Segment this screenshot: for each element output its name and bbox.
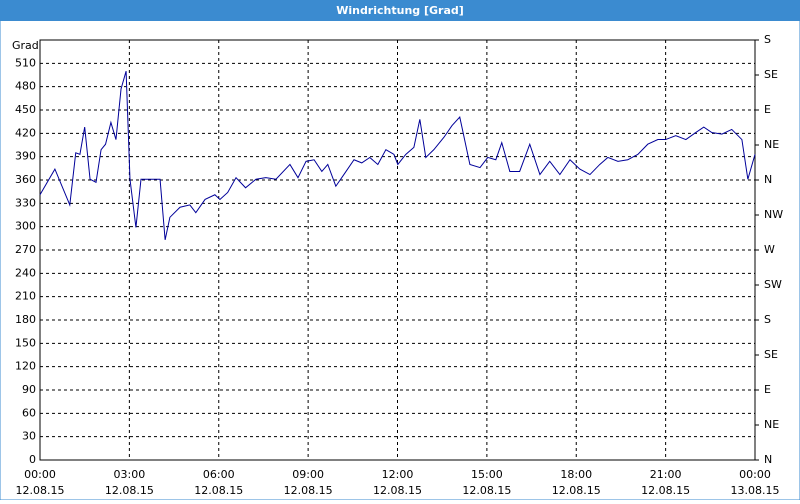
x-tick-label: 15:00 bbox=[471, 468, 503, 481]
y2-tick-label: N bbox=[764, 173, 772, 186]
y2-tick-label: S bbox=[764, 33, 771, 46]
title-bar bbox=[0, 0, 800, 21]
y-tick-label: 300 bbox=[15, 220, 36, 233]
x-tick-date: 12.08.15 bbox=[194, 484, 243, 497]
y-tick-label: 30 bbox=[22, 430, 36, 443]
y-tick-label: 360 bbox=[15, 173, 36, 186]
y-tick-label: 270 bbox=[15, 243, 36, 256]
y2-tick-label: NW bbox=[764, 208, 783, 221]
x-tick-label: 09:00 bbox=[292, 468, 324, 481]
y2-tick-label: NE bbox=[764, 418, 779, 431]
x-tick-label: 00:00 bbox=[739, 468, 771, 481]
y-tick-label: 120 bbox=[15, 360, 36, 373]
data-line bbox=[39, 70, 756, 240]
x-tick-label: 21:00 bbox=[650, 468, 682, 481]
x-tick-date: 12.08.15 bbox=[16, 484, 65, 497]
y2-tick-label: SE bbox=[764, 68, 778, 81]
x-tick-label: 18:00 bbox=[560, 468, 592, 481]
y2-tick-label: E bbox=[764, 103, 771, 116]
x-tick-date: 12.08.15 bbox=[373, 484, 422, 497]
y-tick-label: 420 bbox=[15, 126, 36, 139]
y2-tick-label: W bbox=[764, 243, 775, 256]
y2-tick-label: S bbox=[764, 313, 771, 326]
y-tick-label: 480 bbox=[15, 80, 36, 93]
y-tick-label: 510 bbox=[15, 56, 36, 69]
y-tick-label: 240 bbox=[15, 266, 36, 279]
x-tick-date: 12.08.15 bbox=[462, 484, 511, 497]
y-tick-label: 60 bbox=[22, 406, 36, 419]
y2-tick-label: NE bbox=[764, 138, 779, 151]
y-tick-label: 210 bbox=[15, 290, 36, 303]
x-tick-label: 03:00 bbox=[114, 468, 146, 481]
x-tick-date: 12.08.15 bbox=[284, 484, 333, 497]
y-tick-label: 0 bbox=[29, 453, 36, 466]
y-tick-label: 90 bbox=[22, 383, 36, 396]
x-tick-date: 12.08.15 bbox=[552, 484, 601, 497]
y-axis-label: Grad bbox=[12, 39, 39, 52]
y2-tick-label: E bbox=[764, 383, 771, 396]
y-tick-label: 330 bbox=[15, 196, 36, 209]
x-tick-date: 12.08.15 bbox=[105, 484, 154, 497]
x-tick-label: 06:00 bbox=[203, 468, 235, 481]
y2-tick-label: SE bbox=[764, 348, 778, 361]
x-tick-label: 00:00 bbox=[24, 468, 56, 481]
y-tick-label: 390 bbox=[15, 150, 36, 163]
x-tick-date: 12.08.15 bbox=[641, 484, 690, 497]
y-tick-label: 180 bbox=[15, 313, 36, 326]
y-tick-label: 150 bbox=[15, 336, 36, 349]
y-tick-label: 450 bbox=[15, 103, 36, 116]
x-tick-label: 12:00 bbox=[382, 468, 414, 481]
x-tick-date: 13.08.15 bbox=[731, 484, 780, 497]
y2-tick-label: SW bbox=[764, 278, 782, 291]
chart-title: Windrichtung [Grad] bbox=[336, 4, 464, 17]
y2-tick-label: N bbox=[764, 453, 772, 466]
